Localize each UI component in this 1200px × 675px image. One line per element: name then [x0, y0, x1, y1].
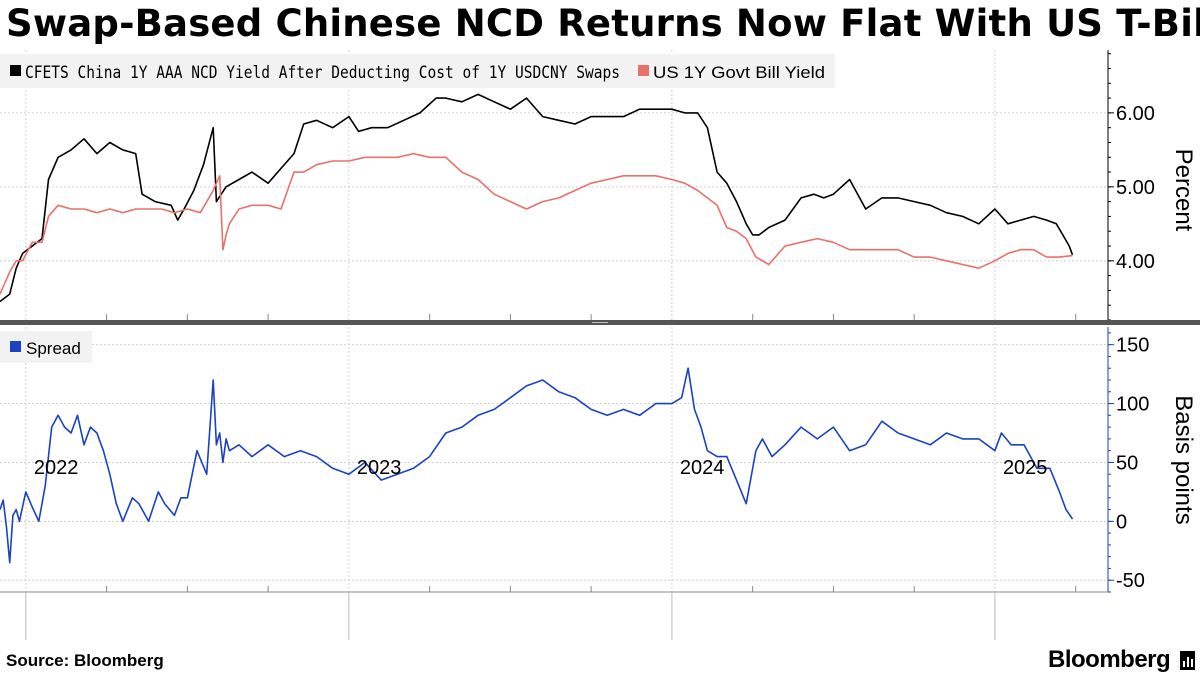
x-tick-label: 2025	[1003, 457, 1047, 479]
y-axis-title: Basis points	[1170, 395, 1197, 524]
y-tick-label: 4.00	[1116, 251, 1155, 273]
series-line-0-0	[0, 93, 1074, 303]
legend-swatch-us-bill	[638, 65, 649, 76]
x-tick-label: 2023	[357, 457, 402, 479]
series-line-0-1	[0, 152, 1073, 295]
y-axis-title: Percent	[1170, 149, 1197, 232]
bar-chart-icon	[1180, 651, 1195, 670]
x-axis: 2022 2023 2024 2025	[0, 457, 1108, 640]
series-line-1-0	[0, 367, 1074, 564]
bottom-panel-series	[0, 367, 1074, 564]
top-legend-box	[0, 54, 835, 88]
bottom-panel-grid	[0, 327, 1108, 592]
y-tick-label: 50	[1116, 452, 1138, 474]
y-tick-label: 5.00	[1116, 177, 1155, 199]
legend-label-us-bill: US 1Y Govt Bill Yield	[653, 63, 825, 82]
bloomberg-logo: Bloomberg	[1048, 646, 1171, 673]
top-panel-grid	[0, 50, 1108, 320]
top-panel-series	[0, 93, 1074, 303]
source-note: Source: Bloomberg	[6, 651, 164, 670]
legend-swatch-ncd	[10, 65, 21, 76]
y-tick-label: 6.00	[1116, 103, 1155, 125]
legend-swatch-spread	[10, 341, 21, 352]
y-tick-label: 150	[1116, 335, 1149, 357]
legends: CFETS China 1Y AAA NCD Yield After Deduc…	[0, 54, 835, 363]
y-tick-label: -50	[1116, 570, 1145, 592]
chart-title: Swap-Based Chinese NCD Returns Now Flat …	[6, 2, 1200, 45]
x-tick-label: 2024	[680, 457, 725, 479]
y-tick-label: 100	[1116, 394, 1149, 416]
top-panel-axis: 4.00 5.00 6.00 Percent	[1107, 50, 1197, 321]
legend-label-spread: Spread	[26, 339, 81, 358]
legend-label-ncd: CFETS China 1Y AAA NCD Yield After Deduc…	[25, 63, 620, 83]
x-tick-label: 2022	[34, 457, 78, 479]
y-tick-label: 0	[1116, 511, 1127, 533]
bottom-panel-axis: -50 0 50 100 150 Basis points	[1107, 327, 1197, 593]
